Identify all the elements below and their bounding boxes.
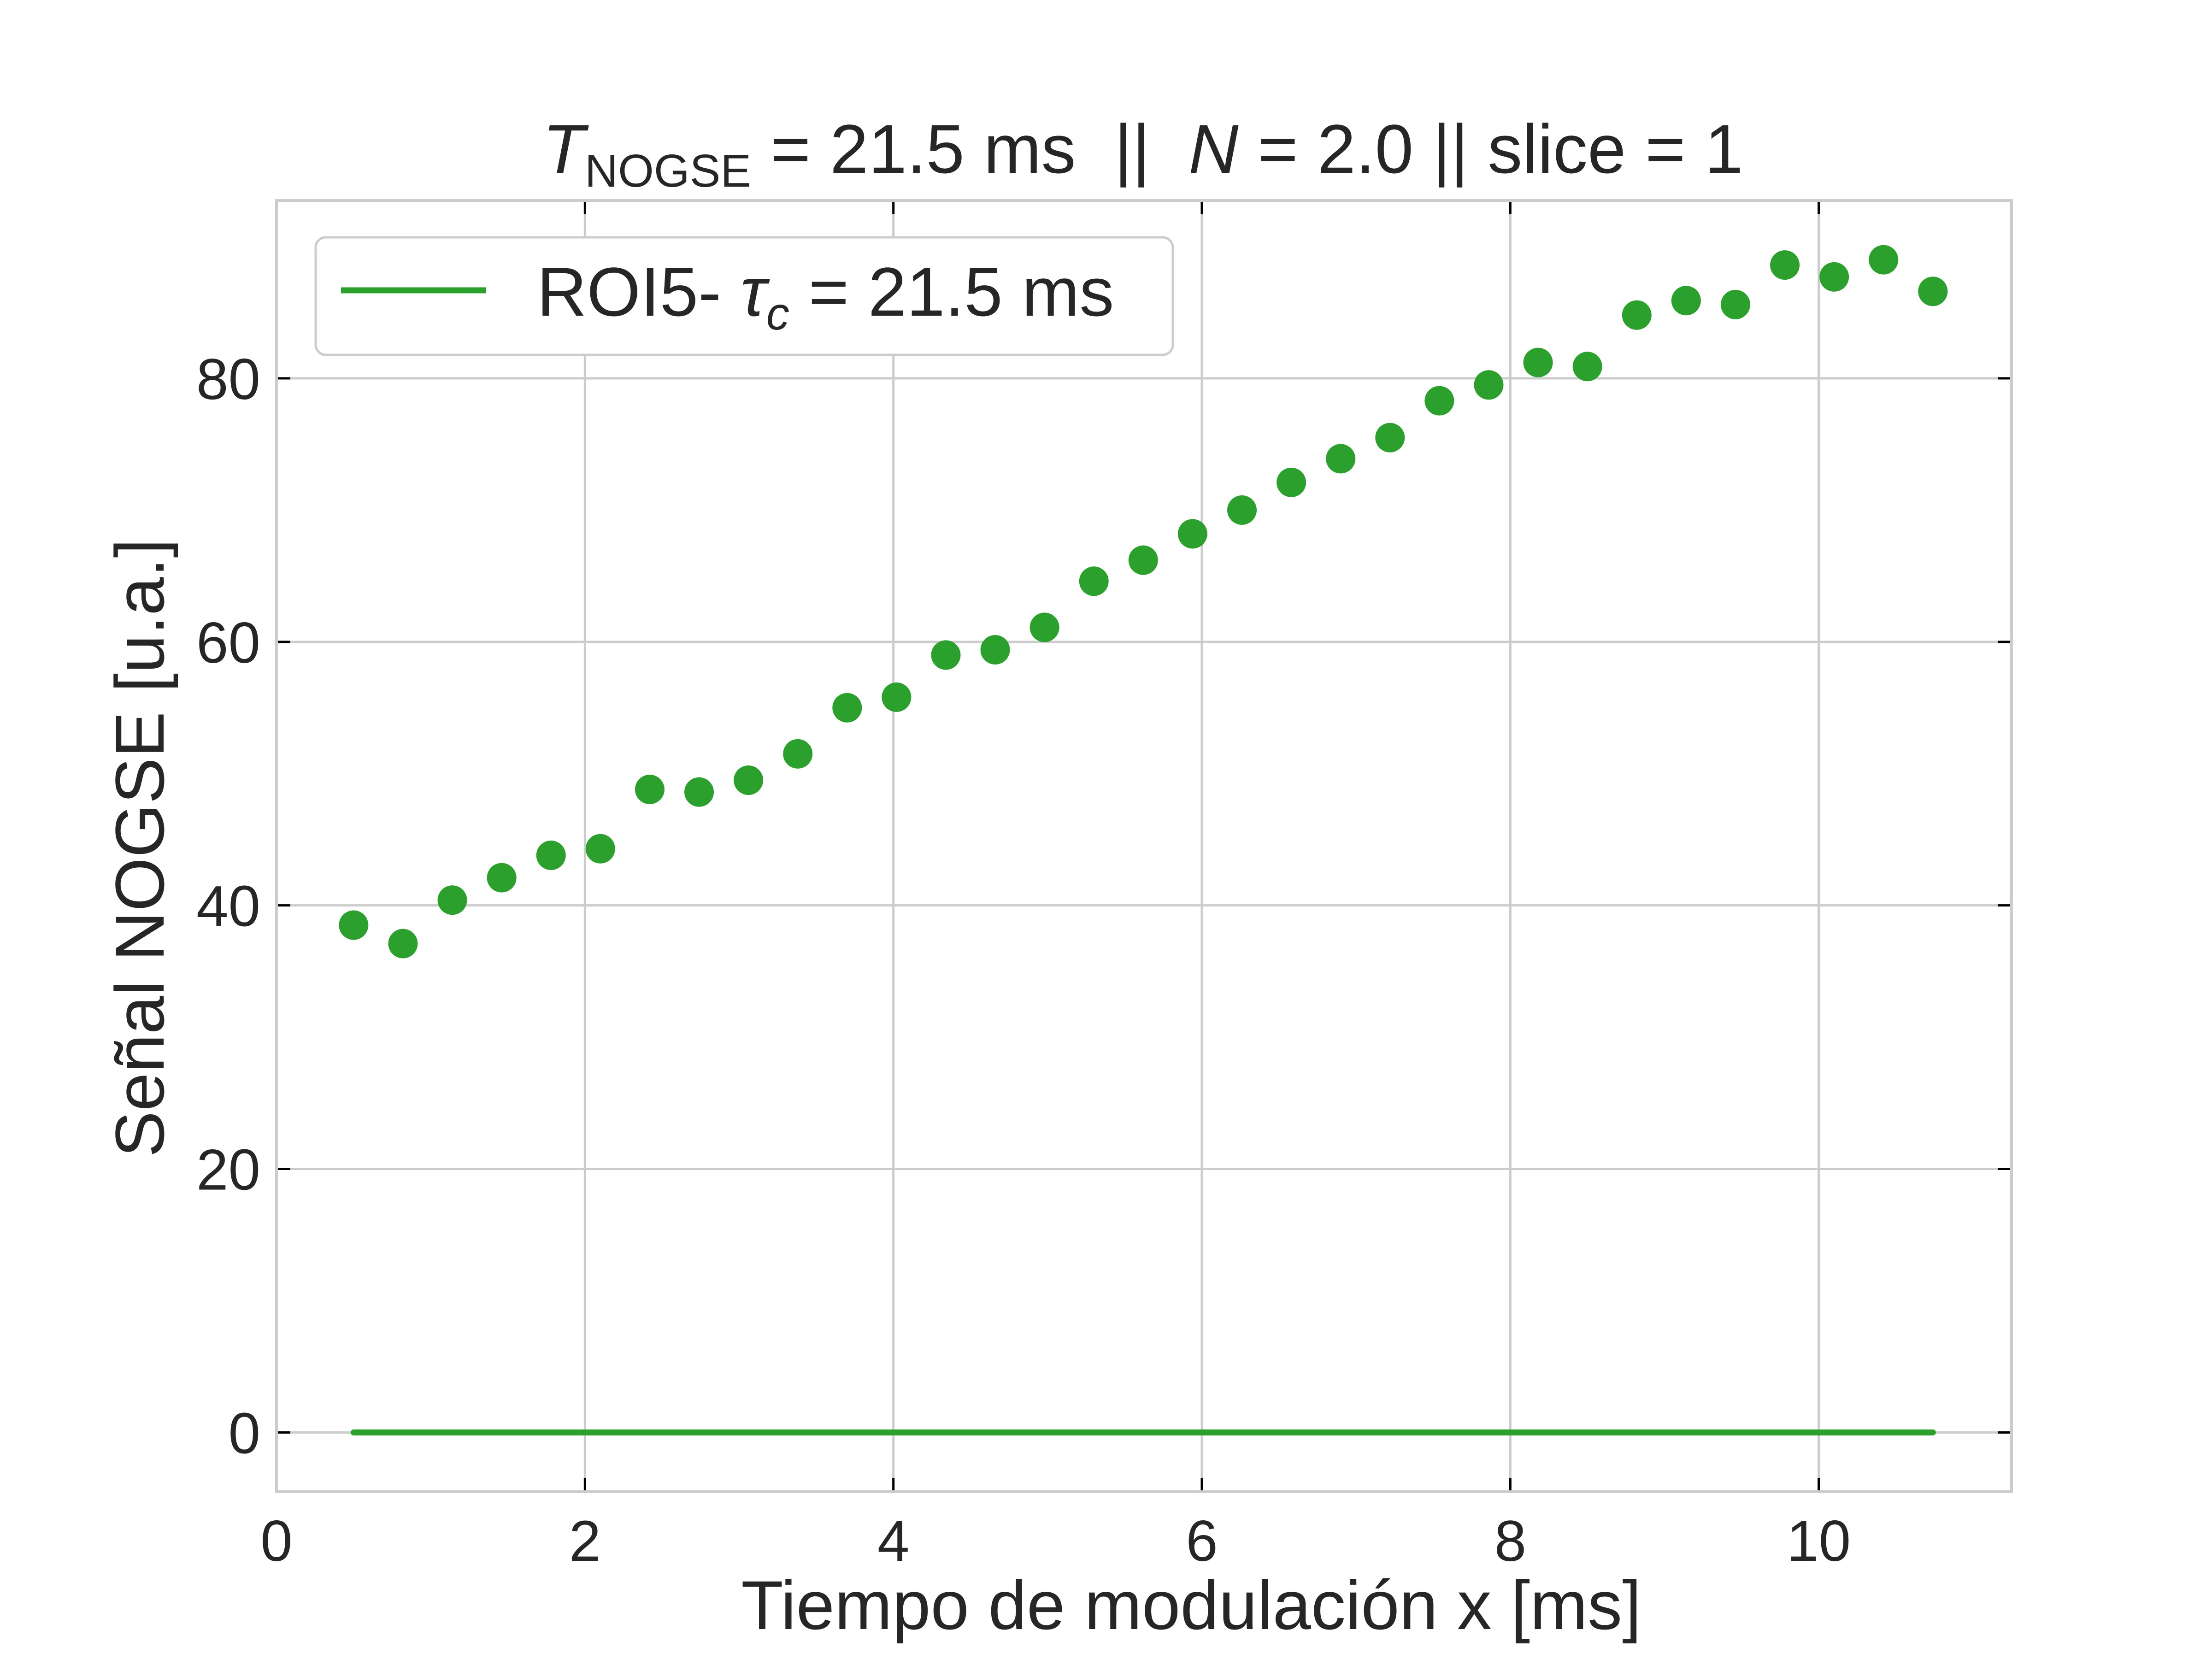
x-tick-label: 4 — [877, 1509, 910, 1573]
data-point — [536, 841, 566, 871]
title-n-symbol: N — [1188, 110, 1239, 188]
data-point — [1227, 495, 1257, 525]
data-point — [437, 885, 467, 915]
x-tick-label: 8 — [1494, 1509, 1527, 1573]
title-t-subscript: NOGSE — [585, 145, 751, 197]
data-point — [1424, 386, 1454, 416]
data-point — [1474, 370, 1504, 400]
y-tick-label: 0 — [228, 1401, 260, 1465]
y-tick-label: 40 — [196, 875, 260, 939]
data-point — [783, 739, 813, 769]
data-point — [980, 635, 1010, 665]
tick-marks — [275, 200, 2012, 1492]
legend-frame — [314, 236, 1174, 356]
data-point — [1819, 262, 1849, 292]
grid-lines — [275, 200, 2012, 1492]
data-point — [1326, 444, 1356, 474]
x-tick-label: 0 — [260, 1509, 293, 1573]
x-axis-label: Tiempo de modulación x [ms] — [741, 1566, 1641, 1644]
data-point — [1079, 566, 1109, 596]
data-point — [882, 682, 912, 712]
data-point — [1622, 300, 1652, 330]
plot-frame — [275, 199, 2013, 1493]
tick-labels: 0 2 4 6 8 10 0 20 40 60 80 — [196, 347, 1851, 1573]
title-n-value: = 2.0 || slice = 1 — [1239, 110, 1743, 188]
data-point — [832, 693, 862, 723]
data-point — [1572, 352, 1602, 382]
data-point — [1177, 519, 1207, 549]
y-axis-label: Señal NOGSE [u.a.] — [101, 539, 178, 1157]
title-t-symbol: T — [542, 110, 589, 188]
data-point — [1523, 347, 1553, 377]
data-point — [931, 640, 961, 670]
data-point — [635, 775, 665, 805]
data-point — [1375, 423, 1405, 453]
legend: ROI5- τc = 21.5 ms — [314, 236, 1174, 356]
data-point — [1770, 250, 1800, 280]
legend-label-suffix: = 21.5 ms — [789, 253, 1114, 330]
title-t-value: = 21.5 ms || — [751, 110, 1188, 188]
data-point — [585, 834, 615, 864]
data-point — [1671, 286, 1701, 316]
data-point — [1128, 545, 1158, 575]
data-point — [734, 765, 764, 795]
data-point — [1030, 612, 1059, 642]
data-point — [1720, 289, 1750, 319]
chart-title: TNOGSE = 21.5 ms || N = 2.0 || slice = 1 — [542, 110, 1743, 197]
scatter-points — [339, 245, 1948, 959]
legend-label-subscript: c — [766, 288, 789, 340]
y-tick-label: 60 — [196, 611, 260, 675]
data-point — [487, 863, 517, 893]
legend-label: ROI5- τc = 21.5 ms — [537, 253, 1114, 340]
y-tick-label: 80 — [196, 347, 260, 412]
x-tick-label: 2 — [569, 1509, 601, 1573]
data-point — [684, 777, 714, 807]
data-point — [1918, 276, 1948, 306]
data-point — [1869, 245, 1899, 275]
x-tick-label: 6 — [1186, 1509, 1218, 1573]
legend-label-prefix: ROI5- — [537, 253, 741, 330]
data-point — [1277, 467, 1306, 497]
data-point — [388, 929, 418, 959]
data-point — [339, 910, 369, 940]
x-tick-label: 10 — [1787, 1509, 1851, 1573]
y-tick-label: 20 — [196, 1138, 260, 1202]
legend-label-symbol: τ — [741, 253, 770, 330]
